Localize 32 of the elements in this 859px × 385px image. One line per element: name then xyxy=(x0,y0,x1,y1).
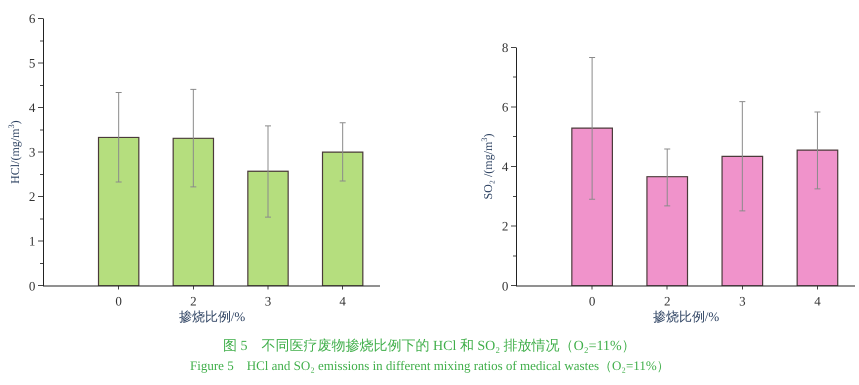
caption: 图 5 不同医疗废物掺烧比例下的 HCl 和 SO₂ 排放情况（O₂=11%） xyxy=(223,338,636,354)
y-tick-label: 3 xyxy=(28,144,36,160)
x-tick-label: 4 xyxy=(814,293,822,308)
x-tick-label: 2 xyxy=(664,293,670,308)
y-tick-label: 6 xyxy=(28,11,36,26)
y-tick-label: 2 xyxy=(28,189,36,204)
bar xyxy=(796,150,838,286)
y-tick-label: 1 xyxy=(28,234,36,249)
bar xyxy=(98,136,140,286)
bar xyxy=(646,176,688,286)
bar xyxy=(721,156,764,286)
bar xyxy=(172,138,214,286)
x-tick-label: 3 xyxy=(264,293,272,308)
y-tick-label: 5 xyxy=(28,56,36,71)
bar xyxy=(322,152,364,286)
bar xyxy=(247,170,289,286)
x-tick-label: 2 xyxy=(190,293,197,308)
x-tick-label: 0 xyxy=(115,293,122,308)
y-tick-label: 4 xyxy=(502,159,509,174)
x-tick-label: 4 xyxy=(339,293,346,308)
x-axis-title: 掺烧比例/% xyxy=(178,308,246,324)
y-tick-label: 4 xyxy=(28,100,36,116)
caption: Figure 5 HCl and SO₂ emissions in different mixing ratios of medical wastes（O₂=11%） xyxy=(190,358,670,373)
y-tick-label: 0 xyxy=(502,278,508,294)
x-tick-label: 3 xyxy=(739,293,746,308)
y-tick-label: 8 xyxy=(502,40,508,55)
x-tick-label: 0 xyxy=(588,293,596,308)
x-axis-title: 掺烧比例/% xyxy=(652,308,720,324)
y-tick-label: 0 xyxy=(28,278,36,294)
y-tick-label: 6 xyxy=(502,99,509,114)
bar xyxy=(571,128,613,286)
y-tick-label: 2 xyxy=(502,218,508,234)
